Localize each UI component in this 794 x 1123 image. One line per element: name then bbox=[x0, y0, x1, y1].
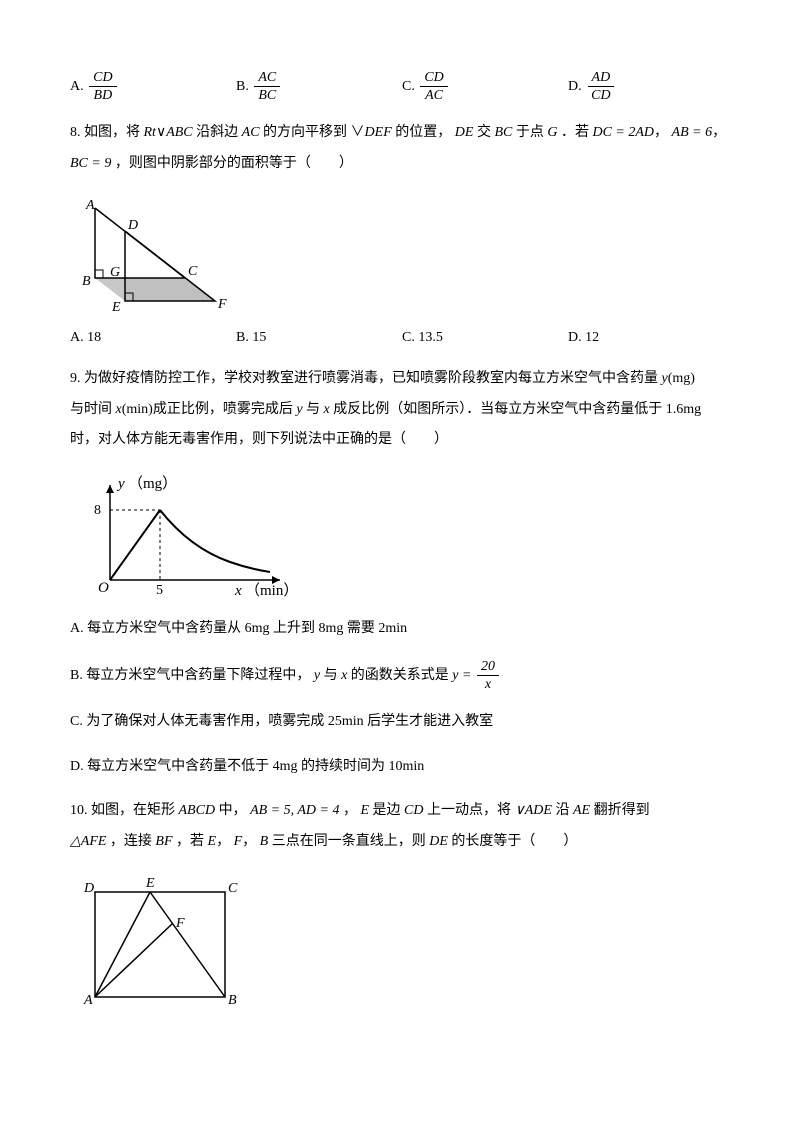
opt-label: D. bbox=[568, 76, 582, 98]
svg-text:5: 5 bbox=[156, 583, 163, 598]
svg-text:（mg）: （mg） bbox=[128, 475, 177, 492]
svg-text:E: E bbox=[145, 876, 155, 891]
q7-opt-a: A. CD BD bbox=[70, 70, 236, 104]
q8-opt-c: C. 13.5 bbox=[402, 327, 568, 349]
svg-text:E: E bbox=[111, 300, 121, 313]
svg-text:F: F bbox=[175, 916, 185, 931]
fraction: AD CD bbox=[587, 70, 614, 104]
q8-opt-a: A. 18 bbox=[70, 327, 236, 349]
svg-text:C: C bbox=[228, 881, 238, 896]
svg-text:8: 8 bbox=[94, 503, 101, 518]
q7-opt-b: B. AC BC bbox=[236, 70, 402, 104]
svg-text:B: B bbox=[228, 993, 237, 1008]
fraction: AC BC bbox=[254, 70, 280, 104]
fraction: CD AC bbox=[420, 70, 447, 104]
q8-text: 8. 如图，将 Rt∨ABC 沿斜边 AC 的方向平移到 ∨DEF 的位置， D… bbox=[70, 118, 734, 180]
svg-text:y: y bbox=[116, 476, 125, 492]
q10-text: 10. 如图，在矩形 ABCD 中， AB = 5, AD = 4 ， E 是边… bbox=[70, 796, 734, 858]
svg-text:B: B bbox=[82, 274, 91, 289]
svg-text:F: F bbox=[217, 297, 227, 312]
q8-opt-b: B. 15 bbox=[236, 327, 402, 349]
opt-label: B. bbox=[236, 76, 249, 98]
svg-text:G: G bbox=[110, 265, 120, 280]
opt-label: A. bbox=[70, 76, 84, 98]
q9-text: 9. 为做好疫情防控工作，学校对教室进行喷雾消毒，已知喷雾阶段教室内每立方米空气… bbox=[70, 364, 734, 456]
svg-text:x: x bbox=[234, 583, 242, 599]
q9-opt-d: D. 每立方米空气中含药量不低于 4mg 的持续时间为 10min bbox=[70, 752, 734, 783]
opt-label: C. bbox=[402, 76, 415, 98]
svg-text:A: A bbox=[83, 993, 93, 1008]
q9-figure: y （mg） x （min） O 8 5 bbox=[70, 470, 734, 600]
svg-text:D: D bbox=[127, 218, 138, 233]
svg-text:A: A bbox=[85, 198, 95, 213]
q10-figure: D C B A E F bbox=[70, 872, 734, 1022]
q8-opt-d: D. 12 bbox=[568, 327, 734, 349]
q7-opt-c: C. CD AC bbox=[402, 70, 568, 104]
svg-text:D: D bbox=[83, 881, 94, 896]
fraction: CD BD bbox=[89, 70, 116, 104]
q8-figure: A B C D E F G bbox=[70, 193, 734, 313]
svg-text:O: O bbox=[98, 580, 109, 596]
fraction: 20 x bbox=[477, 659, 499, 693]
q8-options: A. 18 B. 15 C. 13.5 D. 12 bbox=[70, 327, 734, 349]
q9-opt-b: B. 每立方米空气中含药量下降过程中， y 与 x 的函数关系式是 y = 20… bbox=[70, 659, 734, 693]
q9-opt-c: C. 为了确保对人体无毒害作用，喷雾完成 25min 后学生才能进入教室 bbox=[70, 707, 734, 738]
svg-text:（min）: （min） bbox=[245, 582, 298, 599]
q9-opt-a: A. 每立方米空气中含药量从 6mg 上升到 8mg 需要 2min bbox=[70, 614, 734, 645]
svg-text:C: C bbox=[188, 264, 198, 279]
q7-opt-d: D. AD CD bbox=[568, 70, 734, 104]
q7-options: A. CD BD B. AC BC C. CD AC D. AD CD bbox=[70, 70, 734, 104]
